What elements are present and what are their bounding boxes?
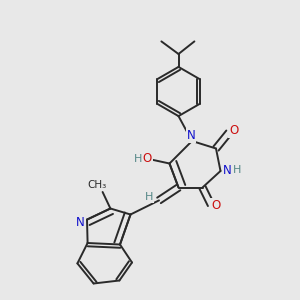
Text: H: H: [145, 192, 154, 202]
Text: N: N: [76, 216, 85, 229]
Text: O: O: [229, 124, 238, 137]
Text: O: O: [211, 199, 220, 212]
Text: H: H: [134, 154, 142, 164]
Text: O: O: [143, 152, 152, 165]
Text: H: H: [233, 165, 241, 176]
Text: N: N: [187, 129, 196, 142]
Text: N: N: [223, 164, 232, 177]
Text: CH₃: CH₃: [87, 180, 106, 190]
